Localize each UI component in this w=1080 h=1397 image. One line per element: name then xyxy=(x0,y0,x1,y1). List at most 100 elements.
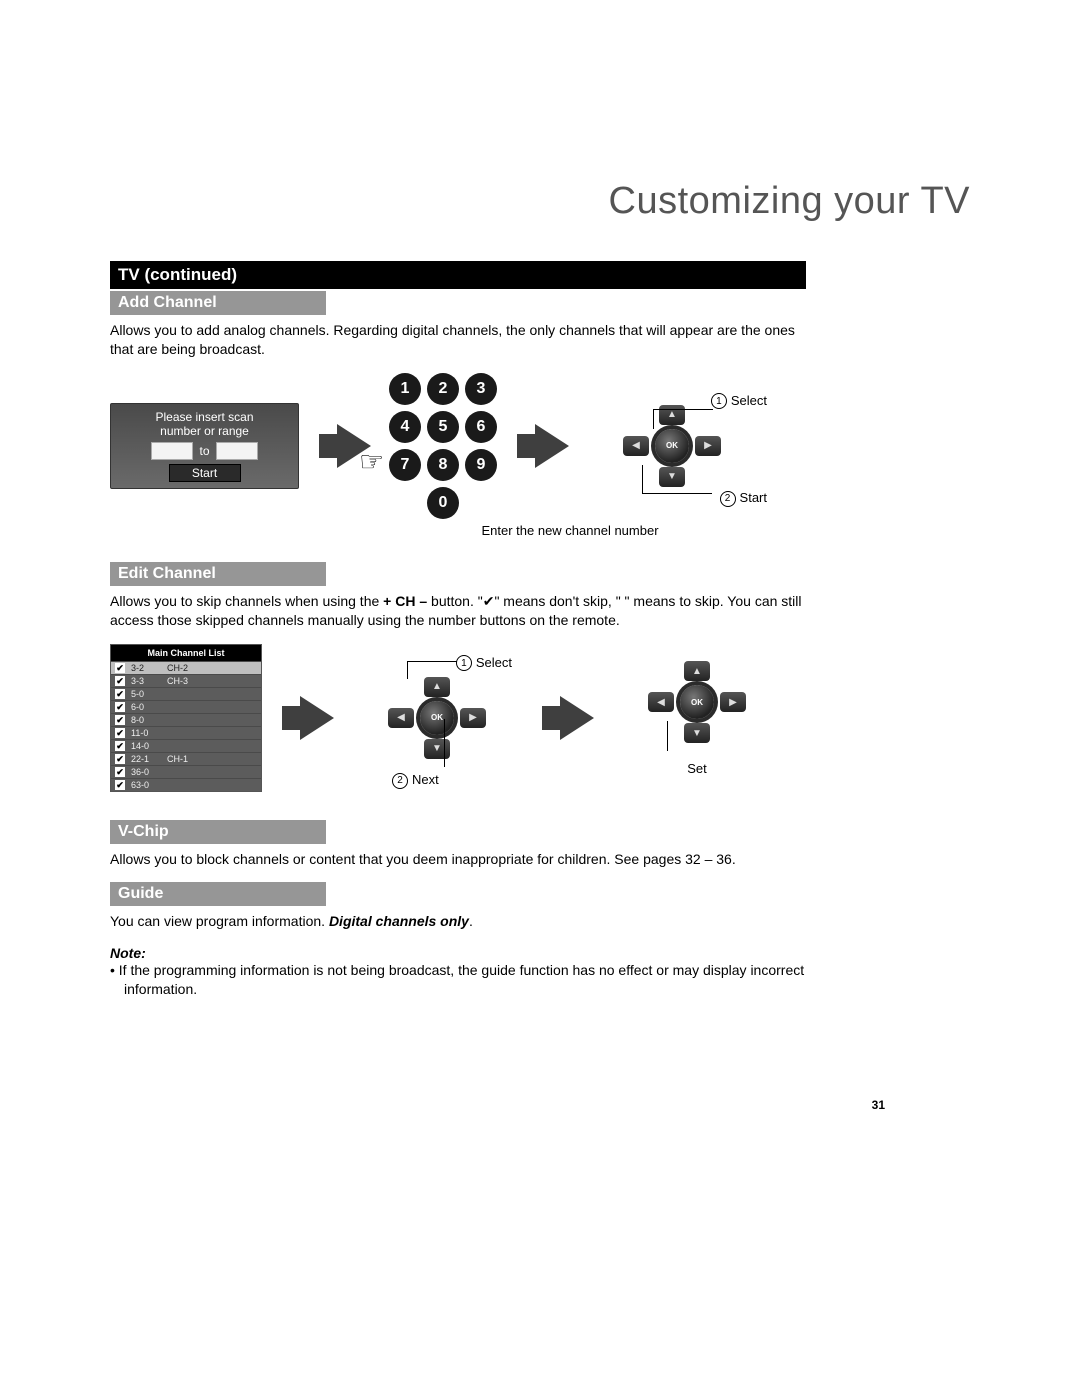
check-icon: ✔ xyxy=(115,702,125,712)
dpad-select-label: 1Select xyxy=(456,655,512,672)
dpad-ok-button[interactable]: OK xyxy=(420,701,454,735)
check-icon: ✔ xyxy=(115,728,125,738)
dpad-set-label: Set xyxy=(687,761,707,776)
dpad-down-button[interactable]: ▼ xyxy=(659,467,685,487)
scan-from-field[interactable] xyxy=(151,442,193,460)
main-channel-list: Main Channel List ✔ 3-2 CH-2 ✔ 3-3 CH-3 ✔ 5-0 ✔ 6… xyxy=(110,644,262,792)
scan-to-label: to xyxy=(199,444,209,458)
v-chip-description: Allows you to block channels or content … xyxy=(110,850,810,869)
step-2-icon: 2 xyxy=(392,773,408,789)
guide-description: You can view program information. Digita… xyxy=(110,912,810,931)
keypad-1[interactable]: 1 xyxy=(389,373,421,405)
keypad-3[interactable]: 3 xyxy=(465,373,497,405)
keypad-5[interactable]: 5 xyxy=(427,411,459,443)
keypad-8[interactable]: 8 xyxy=(427,449,459,481)
dpad-left-button[interactable]: ◀ xyxy=(623,436,649,456)
manual-page: Customizing your TV TV (continued) Add C… xyxy=(0,0,1080,1397)
dpad-ok-button[interactable]: OK xyxy=(680,685,714,719)
edit-channel-description: Allows you to skip channels when using t… xyxy=(110,592,810,630)
channel-list-row[interactable]: ✔ 14-0 xyxy=(111,739,261,752)
dpad-up-button[interactable]: ▲ xyxy=(659,405,685,425)
scan-start-button[interactable]: Start xyxy=(169,464,241,482)
dpad-block-edit-1: 1Select ▲ ▼ ◀ ▶ OK 2Next xyxy=(352,675,522,761)
channel-number: 3-2 xyxy=(131,663,161,673)
channel-list-title: Main Channel List xyxy=(111,645,261,661)
check-icon: ✔ xyxy=(115,741,125,751)
check-icon: ✔ xyxy=(115,715,125,725)
section-heading-add-channel: Add Channel xyxy=(110,291,326,315)
dpad-down-button[interactable]: ▼ xyxy=(424,739,450,759)
add-channel-description: Allows you to add analog channels. Regar… xyxy=(110,321,810,359)
dpad-icon: ▲ ▼ ◀ ▶ OK xyxy=(382,675,492,761)
channel-number: 5-0 xyxy=(131,689,161,699)
dpad-left-button[interactable]: ◀ xyxy=(648,692,674,712)
channel-number: 14-0 xyxy=(131,741,161,751)
channel-number: 8-0 xyxy=(131,715,161,725)
channel-number: 63-0 xyxy=(131,780,161,790)
page-title: Customizing your TV xyxy=(110,180,970,223)
section-heading-v-chip: V-Chip xyxy=(110,820,326,844)
keypad-2[interactable]: 2 xyxy=(427,373,459,405)
section-heading-guide: Guide xyxy=(110,882,326,906)
channel-number: 22-1 xyxy=(131,754,161,764)
dpad-up-button[interactable]: ▲ xyxy=(424,677,450,697)
channel-name: CH-2 xyxy=(167,663,188,673)
keypad-caption: Enter the new channel number xyxy=(110,523,970,538)
channel-list-row[interactable]: ✔ 11-0 xyxy=(111,726,261,739)
dpad-icon: ▲ ▼ ◀ ▶ OK xyxy=(642,659,752,745)
channel-list-row[interactable]: ✔ 3-2 CH-2 xyxy=(111,661,261,674)
check-icon: ✔ xyxy=(115,754,125,764)
numeric-keypad: 1 2 3 4 5 6 7 8 9 0 xyxy=(389,373,497,519)
section-heading-tv-continued: TV (continued) xyxy=(110,261,806,289)
arrow-icon xyxy=(535,424,569,468)
check-icon: ✔ xyxy=(115,676,125,686)
channel-number: 6-0 xyxy=(131,702,161,712)
dpad-down-button[interactable]: ▼ xyxy=(684,723,710,743)
channel-list-row[interactable]: ✔36-0 xyxy=(111,765,261,778)
section-heading-edit-channel: Edit Channel xyxy=(110,562,326,586)
dpad-left-button[interactable]: ◀ xyxy=(388,708,414,728)
dpad-icon: ▲ ▼ ◀ ▶ OK xyxy=(617,403,727,489)
keypad-7[interactable]: 7 xyxy=(389,449,421,481)
dpad-right-button[interactable]: ▶ xyxy=(695,436,721,456)
pointing-hand-icon: ☞ xyxy=(359,445,384,478)
scan-dialog-line2: number or range xyxy=(117,424,292,438)
step-1-icon: 1 xyxy=(456,655,472,671)
keypad-0[interactable]: 0 xyxy=(427,487,459,519)
check-icon: ✔ xyxy=(115,780,125,790)
dpad-start-label: 2Start xyxy=(720,490,767,507)
channel-number: 36-0 xyxy=(131,767,161,777)
dpad-ok-button[interactable]: OK xyxy=(655,429,689,463)
keypad-4[interactable]: 4 xyxy=(389,411,421,443)
check-icon: ✔ xyxy=(115,663,125,673)
channel-list-row[interactable]: ✔ 8-0 xyxy=(111,713,261,726)
step-2-icon: 2 xyxy=(720,491,736,507)
dpad-right-button[interactable]: ▶ xyxy=(460,708,486,728)
dpad-next-label: 2Next xyxy=(392,772,439,789)
channel-number: 11-0 xyxy=(131,728,161,738)
channel-list-row[interactable]: ✔ 3-3 CH-3 xyxy=(111,674,261,687)
scan-dialog-line1: Please insert scan xyxy=(117,410,292,424)
note-bullet: • If the programming information is not … xyxy=(110,961,824,999)
scan-to-field[interactable] xyxy=(216,442,258,460)
add-channel-diagram-row: Please insert scan number or range to St… xyxy=(110,373,970,519)
dpad-block-edit-2: ▲ ▼ ◀ ▶ OK Set xyxy=(612,659,782,776)
channel-list-row[interactable]: ✔ 63-0 xyxy=(111,778,261,791)
page-number: 31 xyxy=(872,1098,885,1112)
keypad-9[interactable]: 9 xyxy=(465,449,497,481)
channel-list-row[interactable]: ✔ 5-0 xyxy=(111,687,261,700)
arrow-icon xyxy=(560,696,594,740)
channel-number: 3-3 xyxy=(131,676,161,686)
scan-dialog-fields: to xyxy=(117,442,292,460)
dpad-block-add: 1Select ▲ ▼ ◀ ▶ OK 2Start xyxy=(587,403,757,489)
check-icon: ✔ xyxy=(115,689,125,699)
dpad-right-button[interactable]: ▶ xyxy=(720,692,746,712)
keypad-6[interactable]: 6 xyxy=(465,411,497,443)
dpad-up-button[interactable]: ▲ xyxy=(684,661,710,681)
note-label: Note: xyxy=(110,945,970,961)
edit-channel-diagram-row: Main Channel List ✔ 3-2 CH-2 ✔ 3-3 CH-3 ✔ 5-0 ✔ 6… xyxy=(110,644,970,792)
channel-list-row[interactable]: ✔22-1CH-1 xyxy=(111,752,261,765)
channel-list-row[interactable]: ✔ 6-0 xyxy=(111,700,261,713)
channel-name: CH-3 xyxy=(167,676,188,686)
keypad-block: 1 2 3 4 5 6 7 8 9 0 ☞ xyxy=(389,373,497,519)
